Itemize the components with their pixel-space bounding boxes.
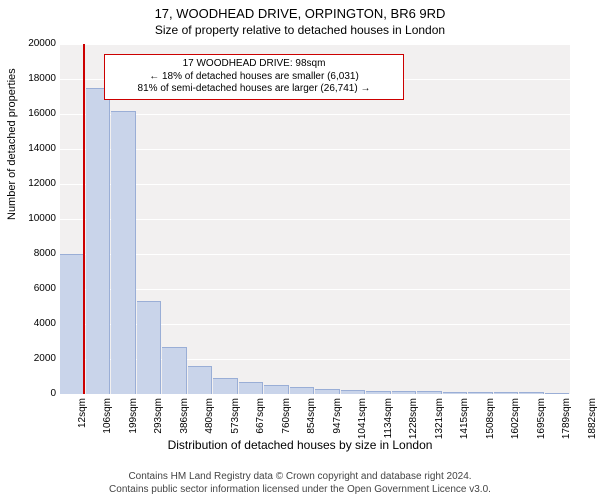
- x-tick-label: 1228sqm: [408, 398, 419, 448]
- y-tick-label: 14000: [16, 143, 56, 154]
- histogram-bar: [137, 301, 162, 394]
- page-title: 17, WOODHEAD DRIVE, ORPINGTON, BR6 9RD: [0, 0, 600, 21]
- histogram-bar: [341, 390, 366, 394]
- histogram-bar: [366, 391, 391, 395]
- x-tick-label: 106sqm: [102, 398, 113, 448]
- y-tick-label: 4000: [16, 318, 56, 329]
- histogram-bar: [111, 111, 136, 395]
- histogram-bar: [213, 378, 238, 394]
- histogram-bar: [545, 393, 570, 394]
- x-tick-label: 1508sqm: [485, 398, 496, 448]
- y-tick-label: 2000: [16, 353, 56, 364]
- footer-line2: Contains public sector information licen…: [0, 483, 600, 496]
- x-tick-label: 12sqm: [77, 398, 88, 448]
- annotation-box: 17 WOODHEAD DRIVE: 98sqm ← 18% of detach…: [104, 54, 404, 100]
- footer: Contains HM Land Registry data © Crown c…: [0, 470, 600, 496]
- footer-line1: Contains HM Land Registry data © Crown c…: [0, 470, 600, 483]
- x-tick-label: 1602sqm: [510, 398, 521, 448]
- y-tick-label: 18000: [16, 73, 56, 84]
- y-tick-label: 6000: [16, 283, 56, 294]
- marker-line: [83, 44, 85, 394]
- x-tick-label: 293sqm: [153, 398, 164, 448]
- gridline: [60, 149, 570, 150]
- x-tick-label: 199sqm: [128, 398, 139, 448]
- histogram-bar: [60, 254, 85, 394]
- annotation-line2: ← 18% of detached houses are smaller (6,…: [111, 71, 397, 84]
- y-tick-label: 16000: [16, 108, 56, 119]
- histogram-bar: [290, 387, 315, 394]
- histogram-bar: [162, 347, 187, 394]
- histogram-bar: [86, 88, 111, 394]
- annotation-line1: 17 WOODHEAD DRIVE: 98sqm: [111, 58, 397, 71]
- x-tick-label: 1695sqm: [536, 398, 547, 448]
- histogram-bar: [239, 382, 264, 394]
- y-tick-label: 10000: [16, 213, 56, 224]
- x-tick-label: 480sqm: [204, 398, 215, 448]
- x-tick-label: 1415sqm: [459, 398, 470, 448]
- x-tick-label: 947sqm: [332, 398, 343, 448]
- histogram-bar: [188, 366, 213, 394]
- page-subtitle: Size of property relative to detached ho…: [0, 21, 600, 37]
- histogram-bar: [392, 391, 417, 394]
- annotation-line3: 81% of semi-detached houses are larger (…: [111, 83, 397, 96]
- histogram-bar: [443, 392, 468, 394]
- gridline: [60, 184, 570, 185]
- histogram-bar: [468, 392, 493, 394]
- x-tick-label: 854sqm: [306, 398, 317, 448]
- x-tick-label: 573sqm: [230, 398, 241, 448]
- gridline: [60, 219, 570, 220]
- y-tick-label: 12000: [16, 178, 56, 189]
- x-tick-label: 1134sqm: [383, 398, 394, 448]
- gridline: [60, 394, 570, 395]
- x-tick-label: 667sqm: [255, 398, 266, 448]
- histogram-bar: [315, 389, 340, 394]
- gridline: [60, 114, 570, 115]
- x-tick-label: 386sqm: [179, 398, 190, 448]
- x-tick-label: 760sqm: [281, 398, 292, 448]
- gridline: [60, 44, 570, 45]
- y-tick-label: 0: [16, 388, 56, 399]
- histogram-bar: [494, 392, 519, 394]
- histogram-bar: [264, 385, 289, 394]
- gridline: [60, 254, 570, 255]
- gridline: [60, 289, 570, 290]
- x-tick-label: 1321sqm: [434, 398, 445, 448]
- y-tick-label: 8000: [16, 248, 56, 259]
- histogram-bar: [417, 391, 442, 394]
- x-tick-label: 1882sqm: [587, 398, 598, 448]
- histogram-bar: [519, 392, 544, 394]
- y-tick-label: 20000: [16, 38, 56, 49]
- x-tick-label: 1789sqm: [561, 398, 572, 448]
- x-tick-label: 1041sqm: [357, 398, 368, 448]
